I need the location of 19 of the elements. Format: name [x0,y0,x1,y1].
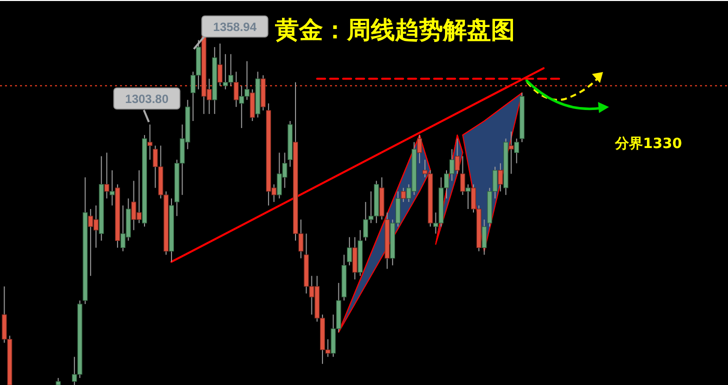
candlestick [218,43,223,86]
annotation: 分界1330 [614,136,682,152]
candlestick [514,138,520,164]
annotation: 1358.94 [213,20,257,34]
candlestick [498,162,503,192]
chart-title: 黄金：周线趋势解盘图 [274,16,515,44]
candlestick [460,156,466,196]
candlestick [417,134,422,164]
candlestick [346,236,352,266]
candlestick [234,71,239,108]
candlestick [508,131,514,174]
annotation: 1303.80 [125,92,169,106]
candlestick [104,152,110,199]
candlestick [466,184,471,210]
candlestick [482,219,487,256]
candlestick [400,187,406,202]
candlestick [147,124,152,160]
candlestick [110,170,115,206]
candlestick [454,138,460,174]
